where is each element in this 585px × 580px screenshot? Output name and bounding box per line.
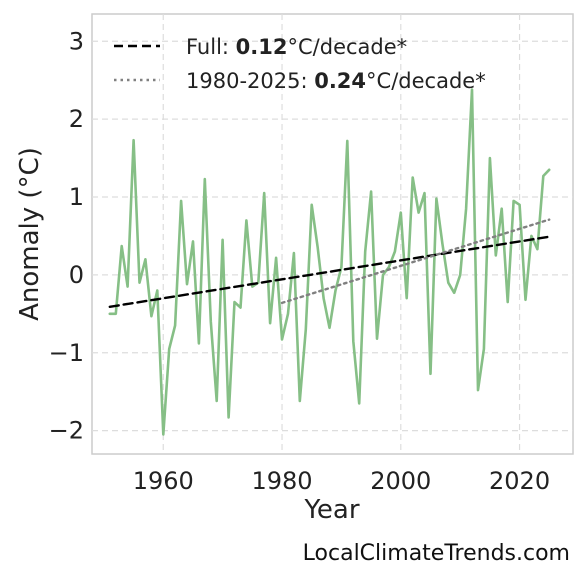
tick-labels: 1960 1980 2000 2020 −2 −1 0 1 2 3 (49, 27, 550, 495)
trend-line-full (108, 235, 551, 308)
watermark: LocalClimateTrends.com (303, 541, 570, 566)
legend-label-recent: 1980-2025: 0.24°C/decade* (186, 69, 486, 93)
trend-line-recent (280, 218, 551, 305)
y-tick-label: 1 (69, 183, 84, 211)
x-axis-title: Year (303, 495, 359, 525)
anomaly-series-line (108, 88, 551, 436)
y-axis-title: Anomaly (°C) (15, 147, 45, 321)
grid (92, 14, 573, 454)
x-tick-label: 2020 (489, 467, 550, 495)
x-tick-label: 2000 (370, 467, 431, 495)
legend: Full: 0.12°C/decade* 1980-2025: 0.24°C/d… (114, 35, 486, 93)
legend-label-full: Full: 0.12°C/decade* (186, 35, 407, 59)
y-tick-label: 0 (69, 261, 84, 289)
series-layer (108, 88, 551, 436)
x-tick-label: 1980 (251, 467, 312, 495)
y-tick-label: 3 (69, 27, 84, 55)
x-tick-label: 1960 (133, 467, 194, 495)
y-tick-label: −1 (49, 339, 84, 367)
y-tick-label: 2 (69, 105, 84, 133)
y-tick-label: −2 (49, 417, 84, 445)
plot-area (91, 13, 574, 455)
